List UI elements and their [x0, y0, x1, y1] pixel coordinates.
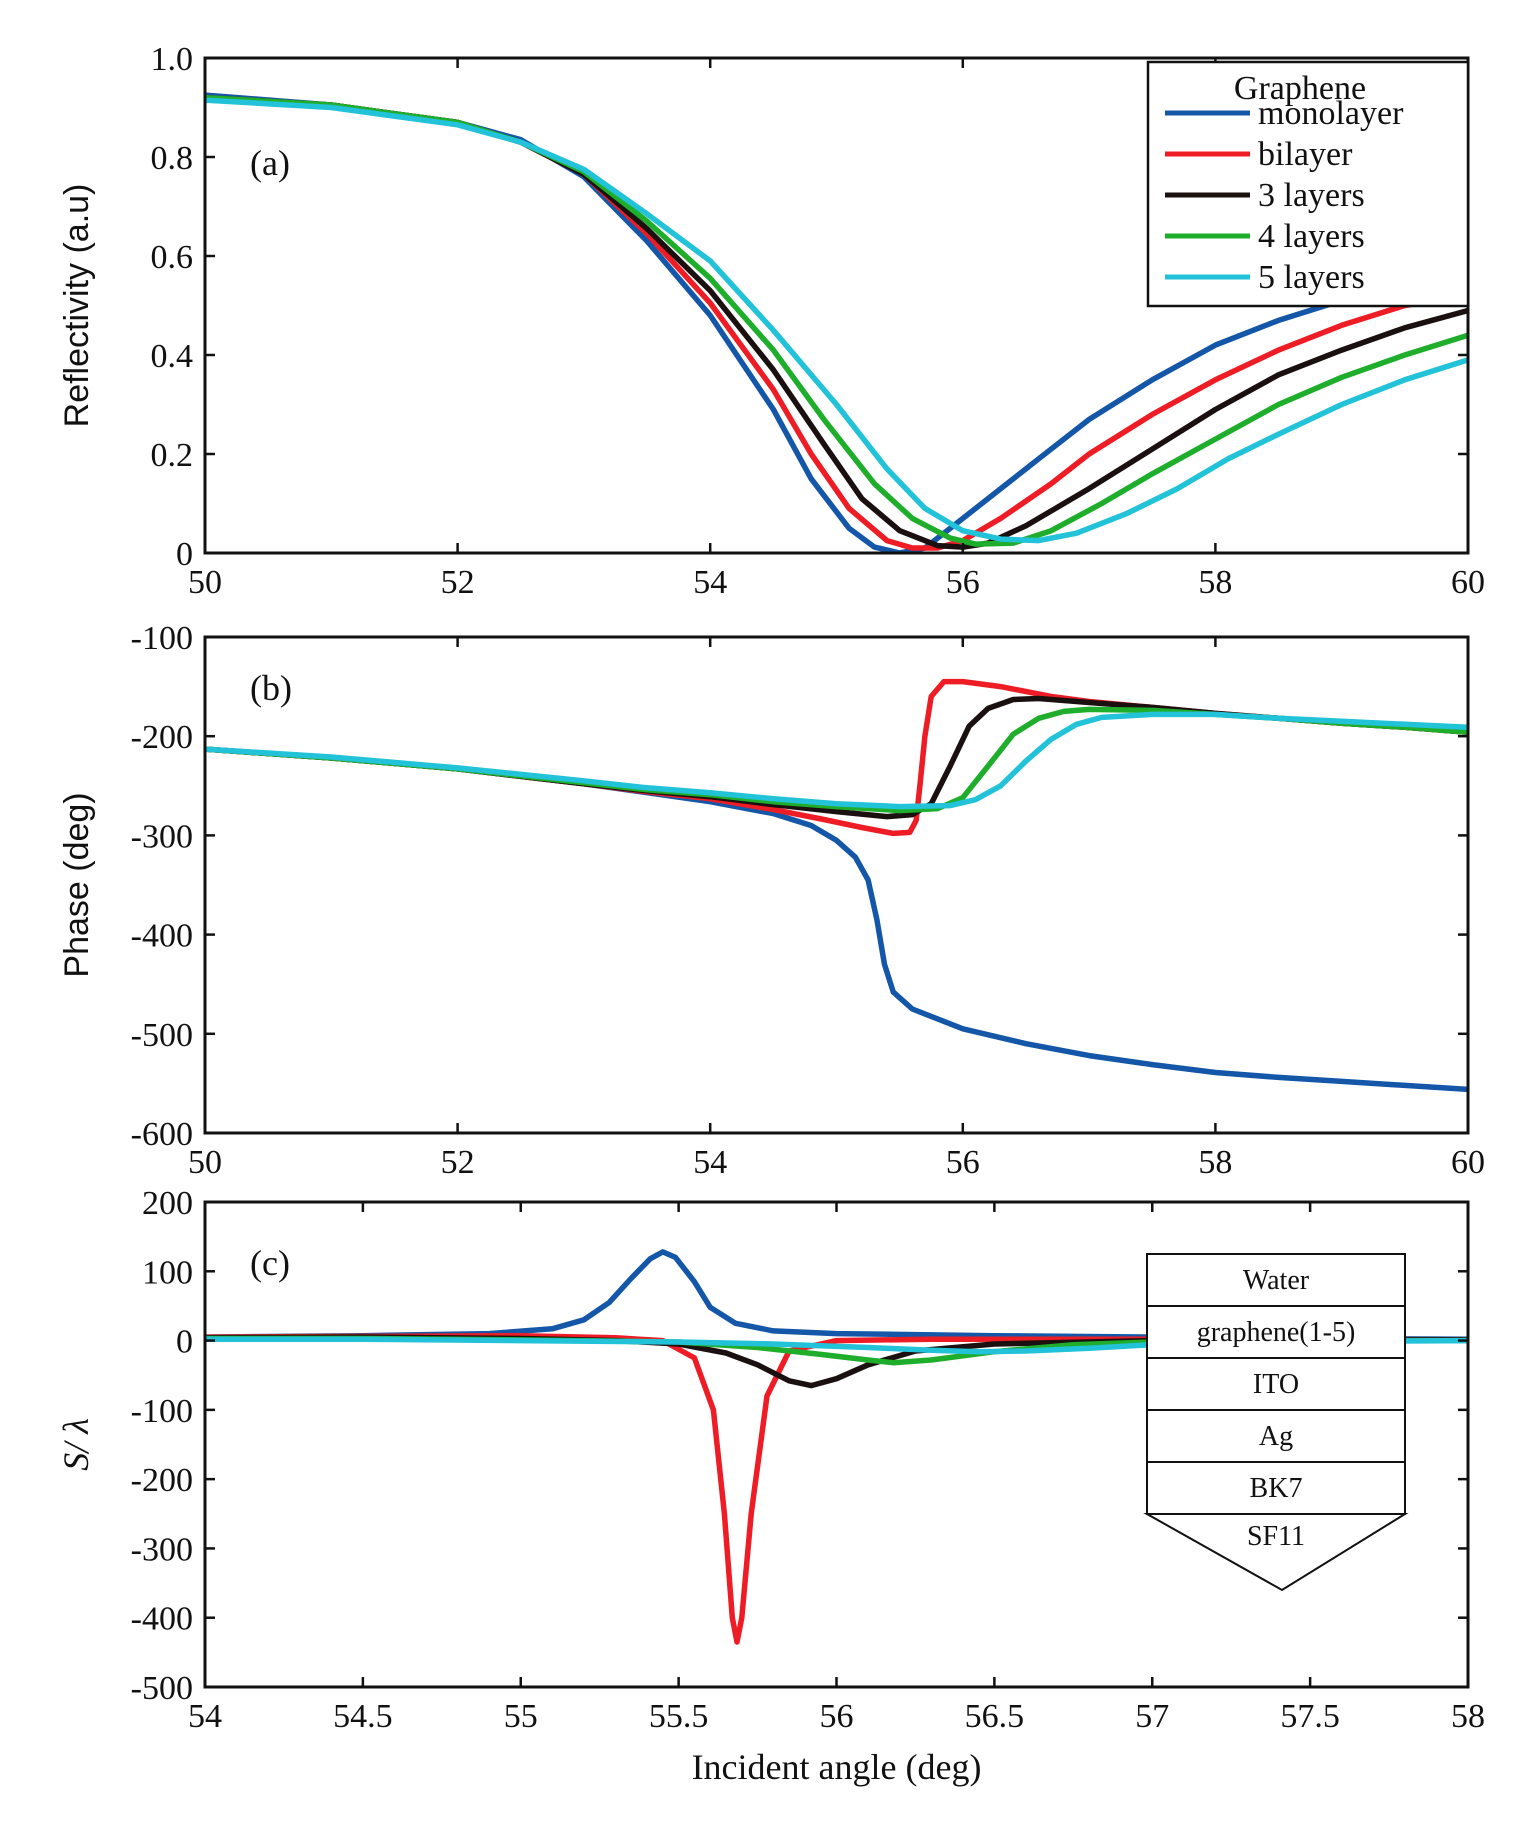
y-axis-label: Reflectivity (a.u)	[58, 184, 96, 428]
y-tick-label: 0	[176, 1324, 193, 1361]
series-line-monolayer	[205, 746, 1468, 1093]
y-axis-label: S/ λ	[56, 1418, 96, 1471]
y-tick-label: 200	[142, 1185, 193, 1222]
series-line-monolayer	[205, 1249, 1468, 1342]
y-tick-label: -600	[131, 1116, 193, 1153]
y-tick-label: 1.0	[151, 41, 194, 78]
x-tick-label: 56	[820, 1698, 854, 1735]
y-tick-label: -400	[131, 918, 193, 955]
y-tick-label: -300	[131, 818, 193, 855]
y-tick-label: -300	[131, 1531, 193, 1568]
legend-entry-label: 3 layers	[1258, 177, 1365, 214]
legend-entry-label: monolayer	[1258, 95, 1404, 132]
y-tick-label: -100	[131, 1393, 193, 1430]
x-tick-label: 56.5	[965, 1698, 1025, 1735]
legend-box	[1146, 60, 1470, 308]
panel-b: 50 52 54 56 58 60 -600 -500 -400 -300 -200 -100 Phas…	[58, 620, 1485, 1181]
legend-entries: monolayer bilayer 3 layers 4 layers 5 layers	[1165, 95, 1404, 296]
stack-label-graphene: graphene(1-5)	[1197, 1317, 1356, 1348]
y-tick-label: 100	[142, 1254, 193, 1291]
y-tick-label: -400	[131, 1601, 193, 1638]
y-tick-label: 0.2	[151, 437, 194, 474]
x-tick-label: 60	[1451, 1144, 1485, 1181]
y-tick-label: 0	[176, 536, 193, 573]
x-tick-label: 56	[946, 564, 980, 601]
x-tick-label: 58	[1198, 1144, 1232, 1181]
x-tick-label: 54	[693, 1144, 727, 1181]
x-tick-label: 56	[946, 1144, 980, 1181]
stack-layer-ito	[1146, 1357, 1406, 1411]
series-group	[205, 92, 1468, 553]
series-line-5-layers	[205, 711, 1468, 810]
x-tick-label: 54	[188, 1698, 222, 1735]
x-tick-label: 57	[1135, 1698, 1169, 1735]
y-tick-label: -200	[131, 719, 193, 756]
stack-label-water: Water	[1243, 1265, 1310, 1296]
x-tick-label: 52	[441, 564, 475, 601]
x-tick-label: 55.5	[649, 1698, 709, 1735]
series-group	[205, 678, 1468, 1093]
panel-tag: (c)	[250, 1243, 290, 1283]
x-tick-label: 50	[188, 1144, 222, 1181]
y-tick-label: -200	[131, 1462, 193, 1499]
x-tick-label: 58	[1451, 1698, 1485, 1735]
x-tick-label: 50	[188, 564, 222, 601]
y-axis-label: Phase (deg)	[58, 792, 96, 977]
stack-layer-ag	[1146, 1409, 1406, 1463]
y-tick-label: 0.6	[151, 239, 194, 276]
stack-layer-bk7	[1146, 1461, 1406, 1515]
layer-stack: Water graphene(1-5) ITO Ag BK7 SF11	[1143, 1253, 1409, 1592]
legend: Graphene monolayer bilayer 3 layers 4 layer…	[1146, 60, 1470, 308]
stack-label-sf11: SF11	[1247, 1521, 1305, 1552]
series-group	[205, 1249, 1468, 1645]
stack-prism-sf11	[1143, 1513, 1409, 1592]
stack-layer-water	[1146, 1253, 1406, 1307]
x-tick-label: 58	[1198, 564, 1232, 601]
legend-entry-label: 4 layers	[1258, 218, 1365, 255]
legend-title: Graphene	[1234, 70, 1366, 107]
y-tick-label: -500	[131, 1017, 193, 1054]
x-axis-label: Incident angle (deg)	[692, 1747, 982, 1787]
x-tick-label: 54.5	[333, 1698, 393, 1735]
stack-label-ito: ITO	[1253, 1369, 1299, 1400]
x-tick-label: 55	[504, 1698, 538, 1735]
x-tick-label: 52	[441, 1144, 475, 1181]
y-tick-label: -500	[131, 1670, 193, 1707]
x-tick-label: 54	[693, 564, 727, 601]
legend-entry-label: 5 layers	[1258, 259, 1365, 296]
series-line-bilayer	[205, 1332, 1468, 1645]
x-tick-label: 60	[1451, 564, 1485, 601]
y-tick-label: 0.4	[151, 338, 194, 375]
x-tick-label: 57.5	[1280, 1698, 1340, 1735]
stack-label-ag: Ag	[1259, 1421, 1293, 1452]
y-tick-label: -100	[131, 620, 193, 657]
plot-frame	[203, 635, 1470, 1135]
stack-label-bk7: BK7	[1250, 1473, 1303, 1504]
series-line-5-layers	[205, 97, 1468, 544]
panel-tag: (a)	[250, 143, 290, 183]
panel-tag: (b)	[250, 668, 292, 708]
y-tick-label: 0.8	[151, 140, 194, 177]
legend-entry-label: bilayer	[1258, 136, 1353, 173]
panel-c: 54 54.5 55 55.5 56 56.5 57 57.5 58 -500 -400 -300 -2…	[56, 1185, 1485, 1787]
